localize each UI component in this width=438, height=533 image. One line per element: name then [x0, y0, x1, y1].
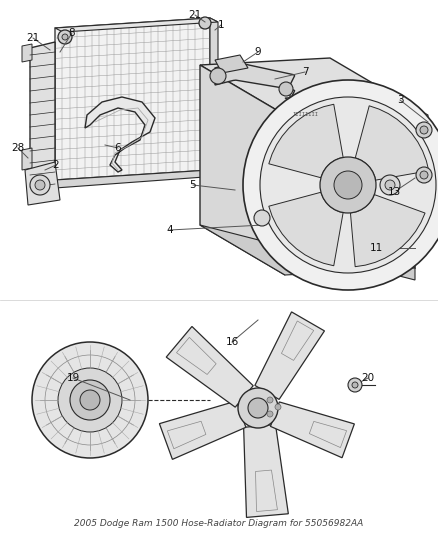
Circle shape [199, 17, 211, 29]
Text: 20: 20 [361, 373, 374, 383]
Circle shape [385, 180, 395, 190]
Circle shape [420, 126, 428, 134]
Text: 16: 16 [226, 337, 239, 347]
Circle shape [254, 210, 270, 226]
Polygon shape [255, 312, 325, 399]
Polygon shape [25, 162, 60, 205]
Circle shape [58, 30, 72, 44]
Polygon shape [215, 55, 248, 73]
Text: 21: 21 [26, 33, 39, 43]
Polygon shape [85, 97, 155, 172]
Polygon shape [55, 170, 218, 188]
Text: 1: 1 [218, 20, 224, 30]
Circle shape [243, 80, 438, 290]
Circle shape [260, 97, 436, 273]
Text: 11: 11 [369, 243, 383, 253]
Text: 8: 8 [69, 28, 75, 38]
Polygon shape [244, 425, 288, 518]
Polygon shape [200, 65, 285, 275]
Polygon shape [269, 192, 343, 266]
Polygon shape [200, 58, 415, 115]
Polygon shape [166, 327, 253, 407]
Circle shape [416, 167, 432, 183]
Polygon shape [22, 44, 32, 62]
Polygon shape [415, 108, 428, 200]
Circle shape [275, 404, 281, 410]
Polygon shape [269, 104, 343, 177]
Polygon shape [210, 18, 218, 176]
Circle shape [279, 82, 293, 96]
Circle shape [238, 388, 278, 428]
Circle shape [210, 68, 226, 84]
Polygon shape [159, 401, 246, 459]
Circle shape [352, 382, 358, 388]
Text: 2: 2 [53, 160, 59, 170]
Circle shape [58, 368, 122, 432]
Text: 3: 3 [397, 95, 403, 105]
Polygon shape [285, 98, 415, 268]
Text: 7: 7 [302, 67, 308, 77]
Polygon shape [30, 42, 55, 195]
Circle shape [80, 390, 100, 410]
Text: 19: 19 [67, 373, 80, 383]
Circle shape [334, 171, 362, 199]
Text: 2005 Dodge Ram 1500 Hose-Radiator Diagram for 55056982AA: 2005 Dodge Ram 1500 Hose-Radiator Diagra… [74, 519, 364, 528]
Polygon shape [55, 18, 218, 32]
Polygon shape [55, 18, 210, 180]
Text: 13: 13 [387, 187, 401, 197]
Circle shape [267, 411, 273, 417]
Text: 4: 4 [167, 225, 173, 235]
Text: 5: 5 [190, 180, 196, 190]
Polygon shape [271, 402, 354, 458]
Circle shape [416, 122, 432, 138]
Polygon shape [350, 195, 425, 266]
Circle shape [30, 175, 50, 195]
Circle shape [248, 398, 268, 418]
Text: IIIIIIII: IIIIIIII [292, 112, 318, 117]
Circle shape [380, 175, 400, 195]
Polygon shape [22, 148, 32, 170]
Circle shape [420, 171, 428, 179]
Text: 9: 9 [254, 47, 261, 57]
Text: 21: 21 [188, 10, 201, 20]
Circle shape [62, 34, 68, 40]
Polygon shape [355, 106, 429, 180]
Polygon shape [215, 62, 295, 100]
Text: 6: 6 [115, 143, 121, 153]
Circle shape [267, 397, 273, 403]
Text: 28: 28 [11, 143, 25, 153]
Circle shape [35, 180, 45, 190]
Circle shape [32, 342, 148, 458]
Polygon shape [200, 225, 415, 280]
Circle shape [70, 380, 110, 420]
Circle shape [320, 157, 376, 213]
Circle shape [348, 378, 362, 392]
Polygon shape [285, 94, 350, 108]
